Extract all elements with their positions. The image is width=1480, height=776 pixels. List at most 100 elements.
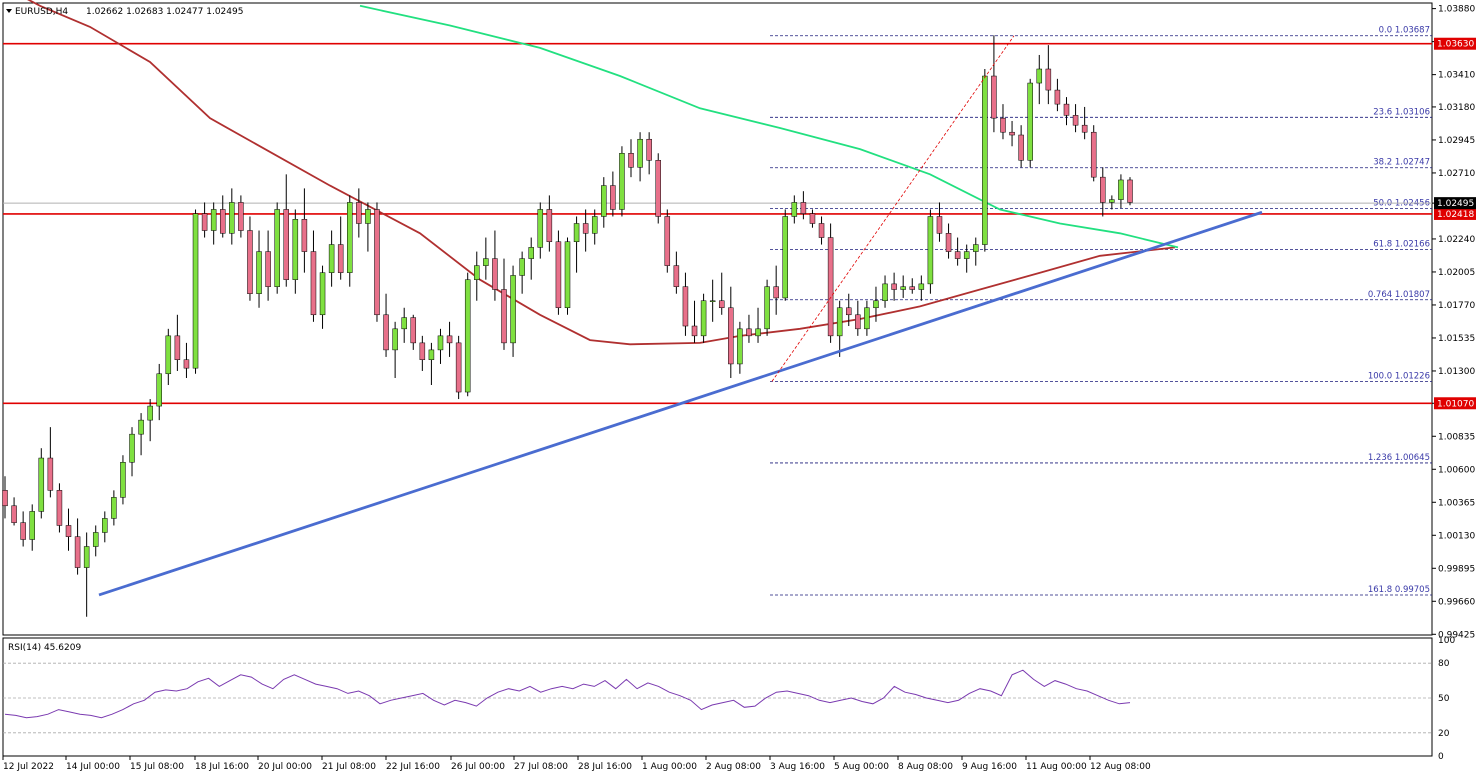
bear-candle (374, 209, 380, 316)
bear-candle (945, 233, 952, 252)
bear-candle (410, 317, 417, 344)
bull-candle (147, 405, 153, 421)
bear-candle (1090, 131, 1097, 178)
bear-candle (855, 314, 861, 330)
bull-candle (1036, 68, 1043, 84)
y-tick-label: 1.00365 (1438, 498, 1475, 508)
level-price-tag: 1.01070 (1437, 399, 1474, 409)
bear-candle (718, 300, 725, 309)
sma-200-line (359, 4, 1179, 249)
bear-candle (1054, 89, 1061, 105)
x-tick-label: 2 Aug 08:00 (706, 762, 761, 772)
x-tick-label: 15 Jul 08:00 (130, 762, 184, 772)
bear-candle (728, 307, 734, 365)
bear-candle (846, 307, 852, 316)
bear-candle (2, 490, 8, 507)
bear-candle (610, 185, 616, 210)
bull-candle (256, 251, 262, 294)
bull-candle (401, 317, 407, 330)
fib-label: 61.8 1.02166 (1373, 239, 1430, 249)
fib-label: 23.6 1.03106 (1373, 107, 1430, 117)
bear-candle (891, 283, 897, 290)
rsi-tick-label: 20 (1438, 729, 1450, 739)
bull-candle (474, 265, 480, 280)
bull-candle (591, 216, 598, 234)
rsi-label: RSI(14) 45.6209 (8, 643, 81, 653)
bear-candle (56, 490, 63, 526)
y-tick-label: 1.01535 (1438, 334, 1475, 344)
bull-candle (900, 286, 906, 290)
bear-candle (628, 153, 634, 168)
bull-candle (973, 244, 979, 252)
bear-candle (356, 202, 362, 224)
candles (2, 35, 1133, 617)
x-tick-label: 22 Jul 16:00 (386, 762, 440, 772)
bull-candle (156, 373, 162, 407)
bear-candle (827, 237, 834, 337)
bull-candle (138, 419, 144, 435)
y-tick-label: 1.00835 (1438, 432, 1475, 442)
bear-candle (174, 335, 181, 360)
bull-candle (229, 202, 235, 234)
price-tags: 1.03630 1.02418 1.01070 1.02495 (1434, 37, 1476, 410)
bear-candle (383, 314, 389, 351)
sma-100-line (27, 0, 1176, 346)
bear-candle (301, 219, 308, 252)
bull-candle (963, 251, 970, 259)
y-tick-label: 1.03410 (1438, 71, 1475, 81)
trendlines (98, 35, 1263, 597)
current-price-tag: 1.02495 (1437, 199, 1474, 209)
bear-candle (419, 342, 426, 360)
x-tick-label: 8 Aug 08:00 (898, 762, 953, 772)
x-tick-label: 5 Aug 00:00 (834, 762, 889, 772)
x-tick-label: 27 Jul 08:00 (514, 762, 568, 772)
bear-candle (655, 160, 661, 217)
y-tick-label: 1.02240 (1438, 235, 1475, 245)
fib-label: 0.764 1.01807 (1368, 290, 1430, 300)
bull-candle (537, 209, 544, 248)
bull-candle (210, 209, 217, 231)
bear-candle (20, 522, 26, 540)
bull-candle (347, 202, 353, 273)
rsi-tick-label: 80 (1438, 659, 1450, 669)
bull-candle (755, 328, 761, 337)
bear-candle (673, 265, 680, 287)
bear-candle (446, 335, 453, 344)
bear-candle (283, 209, 289, 280)
bull-candle (918, 283, 925, 290)
bull-candle (619, 153, 625, 210)
fib-label: 0.0 1.03687 (1379, 26, 1430, 36)
bull-candle (791, 202, 798, 217)
bear-candle (800, 202, 807, 214)
level-price-tag: 1.02418 (1437, 210, 1474, 220)
bull-candle (836, 307, 843, 337)
bull-candle (292, 219, 299, 280)
y-tick-label: 1.02005 (1438, 268, 1475, 278)
bull-candle (927, 216, 934, 285)
bear-candle (746, 328, 752, 337)
bull-candle (1118, 179, 1124, 200)
dropdown-triangle-icon[interactable] (6, 9, 12, 13)
bull-candle (102, 518, 108, 533)
bull-candle (709, 300, 716, 302)
rsi-tick-label: 0 (1438, 752, 1444, 762)
bull-candle (29, 511, 35, 540)
level-price-tag: 1.03630 (1437, 40, 1474, 50)
bear-candle (646, 138, 652, 161)
bear-candle (1127, 179, 1133, 203)
x-tick-label: 14 Jul 00:00 (66, 762, 120, 772)
bull-candle (464, 279, 471, 393)
chart-header: EURUSD,H4 1.02662 1.02683 1.02477 1.0249… (6, 7, 243, 653)
y-tick-label: 0.99895 (1438, 564, 1475, 574)
x-tick-label: 12 Jul 2022 (3, 762, 54, 772)
x-tick-label: 1 Aug 00:00 (642, 762, 697, 772)
bull-candle (528, 247, 534, 259)
y-tick-label: 0.99425 (1438, 630, 1475, 640)
bull-candle (165, 335, 172, 375)
bull-candle (365, 209, 371, 224)
bear-candle (682, 286, 689, 327)
y-tick-label: 1.00130 (1438, 531, 1475, 541)
y-tick-label: 1.02710 (1438, 169, 1475, 179)
